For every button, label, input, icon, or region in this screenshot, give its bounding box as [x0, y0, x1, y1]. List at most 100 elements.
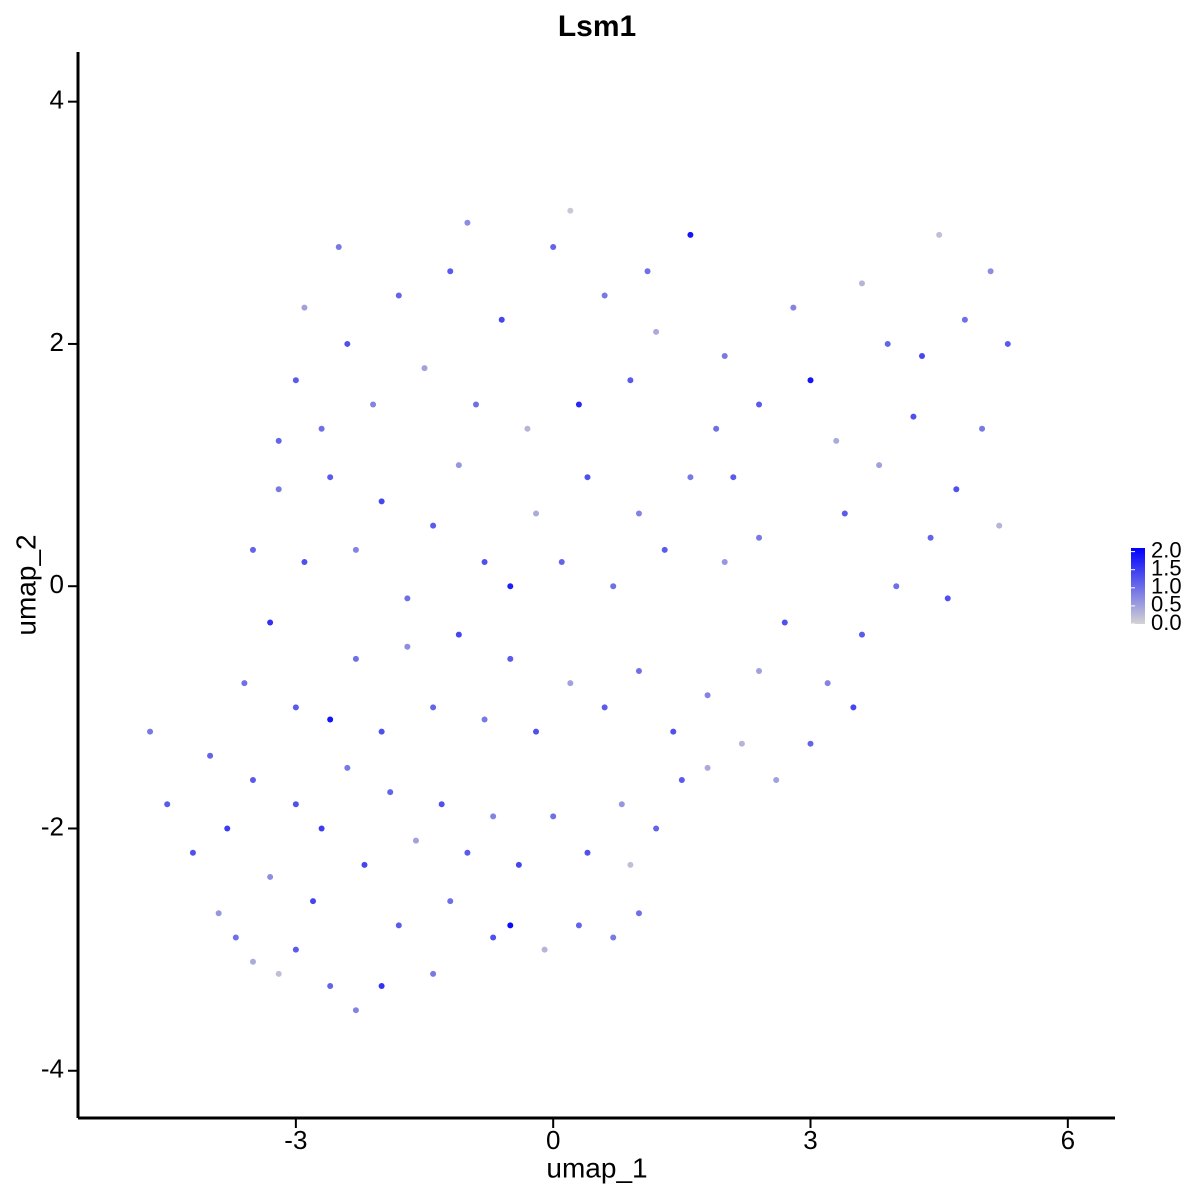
point: [653, 825, 660, 832]
point: [550, 813, 557, 820]
point: [610, 934, 617, 941]
point: [352, 1007, 359, 1014]
point: [464, 219, 471, 226]
point: [781, 619, 788, 626]
point: [756, 401, 763, 408]
point: [567, 207, 574, 214]
point: [301, 304, 308, 311]
point: [618, 801, 625, 808]
y-tick-label: -2: [41, 811, 64, 841]
point: [979, 425, 986, 432]
point: [944, 595, 951, 602]
point: [481, 716, 488, 723]
point: [267, 873, 274, 880]
point: [215, 910, 222, 917]
point: [627, 861, 634, 868]
point: [910, 413, 917, 420]
point: [635, 668, 642, 675]
point: [876, 462, 883, 469]
point: [455, 462, 462, 469]
point: [275, 486, 282, 493]
colorbar-label: 0.0: [1151, 610, 1182, 635]
point: [327, 474, 334, 481]
point: [704, 764, 711, 771]
point: [927, 534, 934, 541]
point: [533, 510, 540, 517]
point: [584, 849, 591, 856]
point: [738, 740, 745, 747]
point: [395, 922, 402, 929]
point: [378, 498, 385, 505]
point: [893, 583, 900, 590]
point: [936, 231, 943, 238]
point: [404, 643, 411, 650]
point: [301, 558, 308, 565]
point: [567, 680, 574, 687]
point: [498, 316, 505, 323]
point: [713, 425, 720, 432]
point: [430, 522, 437, 529]
point: [147, 728, 154, 735]
point: [378, 728, 385, 735]
point: [850, 704, 857, 711]
point: [292, 377, 299, 384]
point: [249, 546, 256, 553]
point: [678, 777, 685, 784]
point: [232, 934, 239, 941]
point: [721, 558, 728, 565]
point: [275, 437, 282, 444]
point: [490, 813, 497, 820]
point: [635, 510, 642, 517]
point: [858, 280, 865, 287]
point: [412, 837, 419, 844]
point: [249, 958, 256, 965]
point: [533, 728, 540, 735]
point: [292, 801, 299, 808]
point: [884, 340, 891, 347]
point: [575, 922, 582, 929]
point: [833, 437, 840, 444]
point: [318, 425, 325, 432]
colorbar-label: 1.0: [1151, 574, 1182, 599]
point: [352, 655, 359, 662]
point: [515, 861, 522, 868]
point: [687, 474, 694, 481]
point: [292, 946, 299, 953]
point: [292, 704, 299, 711]
y-tick-label: 0: [50, 569, 64, 599]
point: [327, 716, 334, 723]
point: [164, 801, 171, 808]
point: [987, 268, 994, 275]
point: [352, 546, 359, 553]
point: [344, 764, 351, 771]
point: [541, 946, 548, 953]
x-axis-label: umap_1: [546, 1152, 647, 1183]
colorbar: [1131, 548, 1145, 624]
point: [472, 401, 479, 408]
y-axis-label: umap_2: [10, 534, 41, 635]
point: [507, 583, 514, 590]
point: [601, 292, 608, 299]
point: [455, 631, 462, 638]
point: [756, 668, 763, 675]
point: [378, 982, 385, 989]
point: [507, 655, 514, 662]
y-tick-label: 4: [50, 85, 64, 115]
point: [327, 982, 334, 989]
point: [919, 353, 926, 360]
point: [207, 752, 214, 759]
point: [610, 583, 617, 590]
point: [490, 934, 497, 941]
colorbar-label: 1.5: [1151, 556, 1182, 581]
point: [344, 340, 351, 347]
point: [395, 292, 402, 299]
point: [807, 377, 814, 384]
point: [704, 692, 711, 699]
point: [241, 680, 248, 687]
y-tick-label: -4: [41, 1054, 64, 1084]
point: [335, 244, 342, 251]
point: [447, 268, 454, 275]
point: [361, 861, 368, 868]
point: [953, 486, 960, 493]
